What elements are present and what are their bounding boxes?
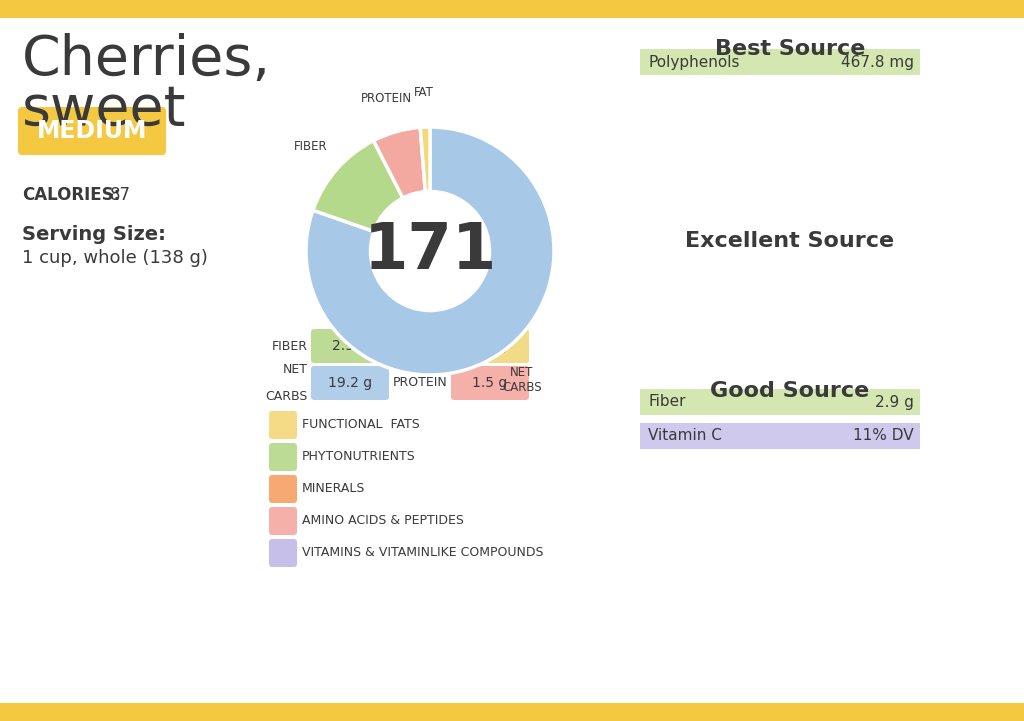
Wedge shape	[420, 127, 430, 192]
Text: PHYTONUTRIENTS: PHYTONUTRIENTS	[302, 451, 416, 464]
Text: FAT: FAT	[414, 86, 434, 99]
Text: 1.5 g: 1.5 g	[472, 376, 508, 390]
Text: FIBER: FIBER	[294, 141, 327, 154]
Text: sweet: sweet	[22, 83, 186, 137]
Wedge shape	[374, 128, 425, 198]
FancyBboxPatch shape	[311, 329, 389, 363]
Wedge shape	[313, 141, 402, 231]
Text: NET: NET	[283, 363, 308, 376]
FancyBboxPatch shape	[0, 703, 1024, 721]
Wedge shape	[306, 127, 554, 375]
Text: CALORIES:: CALORIES:	[22, 186, 120, 204]
Text: Polyphenols: Polyphenols	[648, 55, 739, 69]
Text: PROTEIN: PROTEIN	[361, 92, 413, 105]
FancyBboxPatch shape	[269, 411, 297, 439]
FancyBboxPatch shape	[311, 366, 389, 400]
FancyBboxPatch shape	[18, 107, 166, 155]
Text: Good Source: Good Source	[711, 381, 869, 401]
FancyBboxPatch shape	[640, 389, 920, 415]
FancyBboxPatch shape	[269, 443, 297, 471]
Text: FIBER: FIBER	[272, 340, 308, 353]
FancyBboxPatch shape	[640, 49, 920, 75]
Text: FUNCTIONAL  FATS: FUNCTIONAL FATS	[302, 418, 420, 431]
Text: NET
CARBS: NET CARBS	[502, 366, 542, 394]
Text: CARBS: CARBS	[265, 390, 308, 403]
FancyBboxPatch shape	[451, 329, 529, 363]
Text: 87: 87	[110, 186, 131, 204]
FancyBboxPatch shape	[269, 539, 297, 567]
Text: 171: 171	[364, 220, 497, 282]
Text: 467.8 mg: 467.8 mg	[841, 55, 914, 69]
Text: VITAMINS & VITAMINLIKE COMPOUNDS: VITAMINS & VITAMINLIKE COMPOUNDS	[302, 547, 544, 559]
FancyBboxPatch shape	[0, 0, 1024, 18]
Text: Cherries,: Cherries,	[22, 33, 271, 87]
FancyBboxPatch shape	[269, 507, 297, 535]
FancyBboxPatch shape	[640, 423, 920, 449]
Text: AMINO ACIDS & PEPTIDES: AMINO ACIDS & PEPTIDES	[302, 515, 464, 528]
Text: 0.3 g: 0.3 g	[472, 339, 508, 353]
Text: Serving Size:: Serving Size:	[22, 225, 166, 244]
Text: Fiber: Fiber	[648, 394, 685, 410]
Text: 11% DV: 11% DV	[853, 428, 914, 443]
Text: Excellent Source: Excellent Source	[685, 231, 895, 251]
Text: 1 cup, whole (138 g): 1 cup, whole (138 g)	[22, 249, 208, 267]
Text: Best Source: Best Source	[715, 39, 865, 59]
Text: 19.2 g: 19.2 g	[328, 376, 372, 390]
Text: PROTEIN: PROTEIN	[393, 376, 449, 389]
Text: MEDIUM: MEDIUM	[37, 119, 147, 143]
Text: 2.9 g: 2.9 g	[876, 394, 914, 410]
Text: 2.9 g: 2.9 g	[333, 339, 368, 353]
FancyBboxPatch shape	[269, 475, 297, 503]
Text: MINERALS: MINERALS	[302, 482, 366, 495]
Text: Vitamin C: Vitamin C	[648, 428, 722, 443]
FancyBboxPatch shape	[451, 366, 529, 400]
Text: FAT: FAT	[427, 340, 449, 353]
